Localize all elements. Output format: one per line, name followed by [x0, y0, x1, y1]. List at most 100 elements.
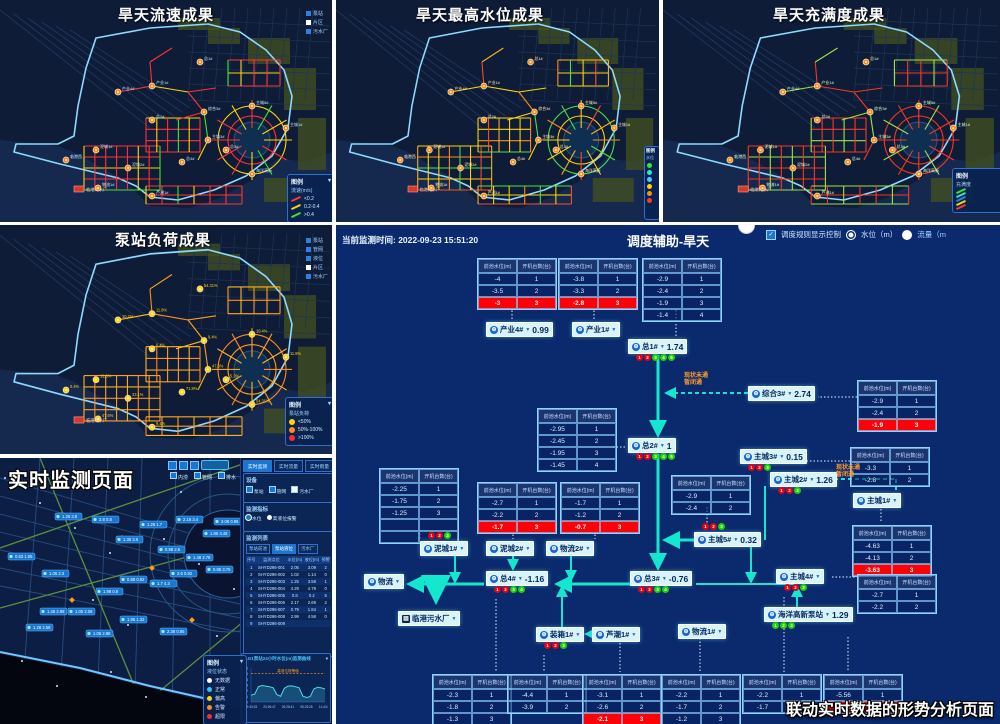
node-zhucheng2[interactable]: ⊕ 主城2# ▼ 1.26 — [770, 472, 837, 487]
svg-text:03:26:41: 03:26:41 — [282, 705, 295, 709]
tab-2[interactable]: 实时雨量 — [305, 460, 332, 472]
rule-display-checkbox[interactable]: ✓ — [766, 229, 776, 240]
monitor-list-row[interactable]: 1 SHYD296-001 2.05 3.09 2 — [246, 564, 331, 571]
svg-text:1.05 2.3: 1.05 2.3 — [49, 571, 65, 576]
sidebar-tabs[interactable]: 实时监测 实时流量 实时雨量 — [243, 460, 332, 472]
node-wuliu2[interactable]: ⊕ 物流2# ▼ — [546, 541, 595, 556]
node-plant[interactable]: ▤ 临港污水厂 ▼ — [398, 611, 461, 626]
monitor-list-row[interactable]: 4 SHYD296-004 4.29 4.79 0 — [250, 586, 327, 591]
svg-text:1.7 4.3: 1.7 4.3 — [157, 581, 170, 586]
map-value-pill[interactable]: 1.95 1.32 — [119, 615, 148, 624]
svg-text:1.26 3.8: 1.26 3.8 — [62, 514, 78, 519]
fullness-map-canvas[interactable]: 产业4# 产业1# 总1# 综合3# 主城3# 总2# 泥城1# 泥城2# 总4# 总3# 主城5#… — [663, 0, 1000, 222]
map-value-pill[interactable]: 1.46 2.98 — [39, 607, 68, 616]
node-zhucheng1[interactable]: ⊕ 主城1# ▼ — [853, 493, 902, 508]
node-wuliu1[interactable]: ⊕ 物流1# ▼ — [678, 624, 727, 639]
layer-toggle[interactable]: 污水厂 — [305, 28, 328, 35]
map-value-pill[interactable]: 1.98 0.8 — [95, 587, 124, 596]
monitor-list-row[interactable]: 3 SHYD296-003 1.25 3.58 1 — [246, 578, 331, 585]
device-checkbox[interactable]: 污水厂 — [291, 486, 314, 495]
device-checkbox[interactable]: 泵站 — [246, 486, 264, 495]
map-value-pill[interactable]: 2.8 0.8 — [91, 515, 120, 524]
map-value-pill[interactable]: 1.48 2.78 — [185, 553, 214, 562]
monitor-list-row[interactable]: 5 SHYD296-005 0.8 0.2 5 — [246, 592, 331, 599]
node-zong3[interactable]: ⊕ 总3# ▼ -0.76 — [630, 571, 693, 586]
flow-radio[interactable] — [902, 229, 913, 240]
node-luchao1[interactable]: ⊕ 芦潮1# ▼ — [592, 627, 641, 642]
velocity-map-canvas[interactable]: 产业4# 产业1# 总1# 综合3# 主城3# 总2# 泥城1# 泥城2# 总4# 总3# 主城5#… — [0, 0, 332, 222]
monitor-list-row[interactable]: 8 SHYD296-008 2.99 4.58 0 — [250, 614, 327, 619]
layer-toggle[interactable]: 片区 — [305, 264, 328, 271]
map-value-pill[interactable]: 2.36 0.85 — [159, 627, 188, 636]
panel-realtime-monitor: 1.26 3.8 0.63 1.05 1.05 2.3 2.8 0.8 1.35 3.6… — [0, 458, 332, 724]
collapse-icon[interactable]: ▾ — [325, 656, 328, 661]
map-layer-checkbox[interactable]: 排水 — [218, 472, 236, 481]
layer-toggle[interactable]: 管网 — [305, 246, 328, 253]
legend-item: <0.2 — [291, 195, 331, 203]
water-level-radio[interactable] — [846, 229, 856, 240]
layer-toggle[interactable]: 液位 — [305, 255, 328, 262]
node-zong2[interactable]: ⊕ 总2# ▼ 1 — [628, 438, 676, 453]
tab-1[interactable]: 实时流量 — [274, 460, 303, 472]
map-tool-icon[interactable] — [179, 460, 188, 470]
node-wuliu[interactable]: ⊕ 物流 ▼ — [364, 574, 404, 589]
node-zonghe3[interactable]: ⊕ 综合3# ▼ 2.74 — [748, 386, 815, 401]
map-value-pill[interactable]: 1.26 1.7 — [139, 520, 168, 529]
tab-0[interactable]: 实时监测 — [243, 460, 272, 472]
map-layer-checkboxes[interactable]: 内涝 管网 排水 — [170, 472, 236, 481]
list-filter-button[interactable]: 泵站前池 — [246, 544, 270, 554]
station-marker-label: 总3# — [560, 144, 569, 149]
indicator-radio[interactable]: 水位 — [246, 515, 262, 522]
map-tool-pill[interactable] — [201, 460, 229, 470]
map-value-pill[interactable]: 2.16 3.4 — [175, 515, 204, 524]
node-nicheng2[interactable]: ⊕ 泥城2# ▼ — [486, 541, 535, 556]
node-zong1[interactable]: ⊕ 总1# ▼ 1.74 — [628, 339, 688, 354]
map-value-pill[interactable]: 0.85 3.75 — [205, 565, 234, 574]
map-value-pill[interactable]: 0.98 2.6 — [157, 545, 186, 554]
map-value-pill[interactable]: 1.06 2.88 — [85, 629, 114, 638]
node-zhucheng4[interactable]: ⊕ 主城4# ▼ — [776, 569, 825, 584]
map-layer-checkbox[interactable]: 内涝 — [170, 472, 188, 481]
node-haiyang[interactable]: ⊕ 海洋高新泵站 ▼ 1.29 — [764, 607, 853, 622]
monitor-list-row[interactable]: 9 SHYD296-009 — [246, 620, 331, 627]
node-chanye1[interactable]: ⊕ 产业1# ▼ — [572, 322, 621, 337]
map-value-pill[interactable]: 2.6 0.82 — [169, 569, 198, 578]
node-zong4[interactable]: ⊕ 总4# ▼ -1.16 — [486, 571, 549, 586]
map-layer-checkbox[interactable]: 管网 — [194, 472, 212, 481]
map-value-pill[interactable]: 1.26 3.8 — [54, 512, 83, 521]
layer-toggle[interactable]: 片区 — [305, 19, 328, 26]
device-checkbox[interactable]: 管网 — [268, 486, 286, 495]
map-value-pill[interactable]: 3.08 0.95 — [213, 517, 241, 526]
map-tool-icon[interactable] — [168, 460, 177, 470]
map-value-pill[interactable]: 1.28 2.58 — [25, 623, 54, 632]
node-chanye4[interactable]: ⊕ 产业4# ▼ 0.99 — [486, 322, 553, 337]
node-zhucheng3[interactable]: ⊕ 主城3# ▼ 0.15 — [740, 449, 807, 464]
list-filter-button[interactable]: 污水厂 — [298, 544, 318, 554]
node-zhucheng5[interactable]: ⊕ 主城5# ▼ 0.32 — [694, 532, 761, 547]
list-filter-button[interactable]: 泵站液位 — [272, 544, 296, 554]
monitor-list-row[interactable]: 2 SHYD296-002 1.02 1.14 0 — [250, 572, 327, 577]
map-value-pill[interactable]: 1.85 3.48 — [202, 529, 231, 538]
monitor-list-row[interactable]: 7 SHYD296-007 0.79 1.84 1 — [246, 606, 331, 613]
node-zhuangxiang1[interactable]: ⊕ 装箱1# ▼ — [536, 627, 585, 642]
map-value-pill[interactable]: 1.7 4.3 — [149, 579, 178, 588]
map-value-pill[interactable]: 1.05 2.08 — [67, 607, 96, 616]
map-value-pill[interactable]: 1.35 3.6 — [115, 535, 144, 544]
layer-toggle[interactable]: 泵站 — [305, 237, 328, 244]
map-tool-icon[interactable] — [190, 460, 199, 470]
waterlevel-map-canvas[interactable]: 产业4# 产业1# 总1# 综合3# 主城3# 总2# 泥城1# 泥城2# 总4# 总3# 主城5#… — [336, 0, 659, 222]
pumpload-map-canvas[interactable]: 10.4% 11.8% 54.31% 9.4% 47.6% 0.4% 12.5% 33.1% 7… — [0, 225, 332, 454]
realtime-map-canvas[interactable]: 1.26 3.8 0.63 1.05 1.05 2.3 2.8 0.8 1.35 3.6… — [0, 458, 241, 724]
map-value-pill[interactable]: 0.63 1.05 — [7, 552, 36, 561]
indicator-radio[interactable]: 高液位报警 — [266, 515, 297, 522]
map-value-pill[interactable]: 0.88 0.82 — [119, 575, 148, 584]
layer-mini-legend[interactable]: 泵站管网液位片区污水厂 — [305, 237, 328, 280]
monitor-list-row[interactable]: 6 SHYD296-006 2.17 2.69 2 — [250, 600, 327, 605]
node-nicheng1[interactable]: ⊕ 泥城1# ▼ — [420, 541, 469, 556]
map-value-pill[interactable]: 1.05 2.3 — [41, 569, 70, 578]
legend-subtitle: 泵站负荷 — [289, 411, 310, 417]
layer-toggle[interactable]: 泵站 — [305, 10, 328, 17]
layer-toggle[interactable]: 污水厂 — [305, 273, 328, 280]
map-toolbar[interactable] — [168, 460, 229, 470]
layer-mini-legend[interactable]: 泵站 片区 污水厂 — [305, 10, 328, 35]
